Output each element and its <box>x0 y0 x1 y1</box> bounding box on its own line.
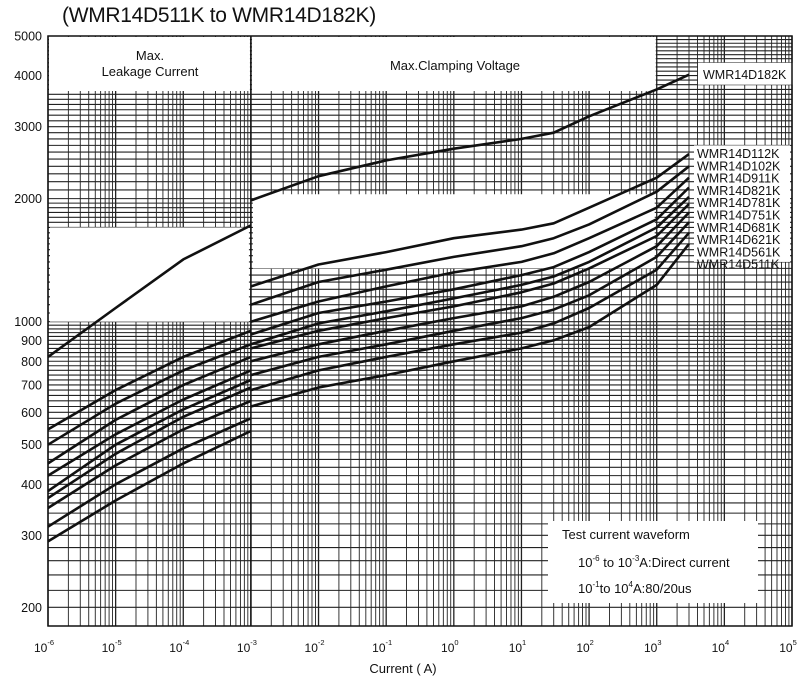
series-label: WMR14D751K <box>697 209 781 223</box>
waveform2-base1: 10 <box>578 581 593 596</box>
series-curve-leakage <box>47 355 252 465</box>
waveform1-exp1: -6 <box>592 554 600 563</box>
waveform1-mid: to <box>603 555 615 570</box>
y-tick-label: 3000 <box>14 120 42 134</box>
series-label: WMR14D561K <box>697 245 781 259</box>
waveform2-tail: A:80/20us <box>632 581 692 596</box>
series-label-top <box>698 62 794 85</box>
leakage-region-label: Max. Leakage Current <box>70 48 230 80</box>
series-curve-leakage <box>47 329 252 431</box>
series-curve-leakage <box>47 224 252 358</box>
series-label: WMR14D102K <box>697 159 781 173</box>
y-tick-label: 200 <box>21 601 42 615</box>
x-tick-label: 10-2 <box>305 638 325 655</box>
series-curve-leakage <box>47 369 252 477</box>
test-waveform-box: Test current waveform 10-6 to 10-3A:Dire… <box>548 521 758 603</box>
series-curve-clamping <box>250 176 690 323</box>
x-tick-label: 105 <box>779 638 797 655</box>
series-curve-leakage <box>47 386 252 500</box>
y-tick-label: 400 <box>21 478 42 492</box>
waveform2-exp1: -1 <box>592 580 600 589</box>
x-tick-label: 10-4 <box>169 638 189 655</box>
x-tick-label: 101 <box>509 638 527 655</box>
waveform2-base2: 10 <box>614 581 629 596</box>
x-tick-label: 102 <box>576 638 594 655</box>
waveform1-exp2: -3 <box>632 554 640 563</box>
series-curve-leakage <box>47 378 252 493</box>
plot-border <box>47 35 793 627</box>
waveform-line-impulse: 10-1to 104A:80/20us <box>578 580 692 597</box>
waveform1-tail: A:Direct current <box>639 555 730 570</box>
series-curve-leakage <box>47 429 252 543</box>
clamping-region-label: Max.Clamping Voltage <box>380 58 530 74</box>
series-curve-clamping <box>250 195 690 346</box>
x-tick-label: 103 <box>644 638 662 655</box>
waveform-line-direct: 10-6 to 10-3A:Direct current <box>578 554 730 571</box>
series-curve-clamping <box>250 243 691 408</box>
series-curve-clamping <box>250 186 690 336</box>
series-curve-clamping <box>250 165 690 306</box>
series-label: WMR14D911K <box>697 172 780 186</box>
series-label: WMR14D112K <box>697 147 780 161</box>
series-label: WMR14D821K <box>697 184 781 198</box>
waveform2-mid: to <box>599 581 611 596</box>
y-tick-label: 900 <box>21 334 42 348</box>
x-tick-label: 10-3 <box>237 638 257 655</box>
series-label: WMR14D182K <box>703 68 787 82</box>
test-waveform-heading: Test current waveform <box>562 527 690 542</box>
y-tick-label: 700 <box>21 378 42 392</box>
y-tick-label: 800 <box>21 355 42 369</box>
x-tick-label: 104 <box>712 638 730 655</box>
clamping-label-line1: Max.Clamping Voltage <box>389 58 521 73</box>
y-tick-label: 600 <box>21 406 42 420</box>
leakage-label-line1: Max. <box>135 48 165 63</box>
series-label: WMR14D511K <box>697 258 780 272</box>
series-label: WMR14D781K <box>697 196 781 210</box>
x-axis-label-text: Current ( A) <box>369 661 437 676</box>
series-curve-clamping <box>250 221 690 377</box>
x-axis-label: Current ( A) <box>0 661 798 676</box>
series-curve-clamping <box>250 211 690 363</box>
series-curve-clamping <box>250 73 690 202</box>
waveform2-exp2: 4 <box>628 580 633 589</box>
series-label-column <box>694 145 790 262</box>
series-curve-clamping <box>250 231 690 392</box>
series-curve-leakage <box>47 417 252 528</box>
y-tick-label: 1000 <box>14 315 42 329</box>
series-curve-leakage <box>47 399 252 510</box>
waveform1-base2: 10 <box>617 555 633 570</box>
series-label: WMR14D681K <box>697 221 781 235</box>
leakage-label-line2: Leakage Current <box>101 64 199 79</box>
x-tick-label: 10-5 <box>102 638 122 655</box>
y-tick-label: 2000 <box>14 192 42 206</box>
y-tick-label: 300 <box>21 529 42 543</box>
y-tick-label: 500 <box>21 438 42 452</box>
chart-title: (WMR14D511K to WMR14D182K) <box>62 4 376 27</box>
series-curve-clamping <box>250 203 690 350</box>
x-tick-label: 10-6 <box>34 638 54 655</box>
x-tick-label: 100 <box>441 638 459 655</box>
series-curve-leakage <box>47 343 252 446</box>
y-tick-label: 5000 <box>14 30 42 44</box>
series-label: WMR14D621K <box>697 233 781 247</box>
waveform1-base1: 10 <box>578 555 593 570</box>
series-curve-clamping <box>250 153 690 288</box>
x-tick-label: 10-1 <box>372 638 392 655</box>
y-tick-label: 4000 <box>14 69 42 83</box>
